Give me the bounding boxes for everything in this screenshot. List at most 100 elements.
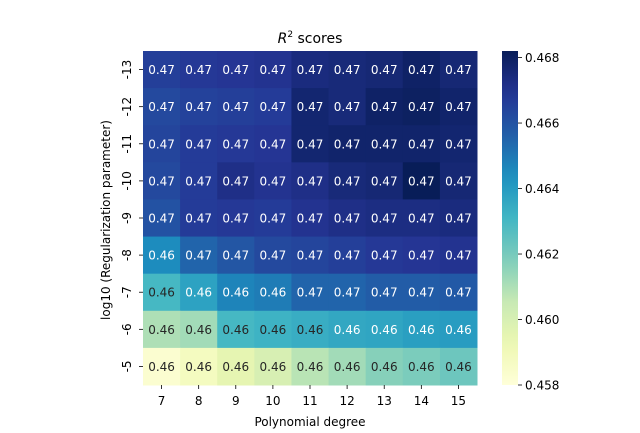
cell-value-label: 0.47 <box>408 137 435 151</box>
cell-value-label: 0.47 <box>185 63 212 77</box>
cell-value-label: 0.47 <box>445 174 472 188</box>
colorbar-tick-label: 0.468 <box>525 51 559 65</box>
heatmap-cell <box>402 310 441 349</box>
heatmap-cell <box>365 51 404 89</box>
heatmap-cell <box>217 199 255 238</box>
heatmap-cell <box>402 347 441 386</box>
cell-value-label: 0.46 <box>297 323 324 337</box>
cell-value-label: 0.46 <box>185 360 212 374</box>
heatmap-cell <box>439 310 478 349</box>
heatmap-cell <box>180 88 218 126</box>
y-tick-label: -8 <box>120 249 134 261</box>
cell-value-label: 0.46 <box>222 360 249 374</box>
cell-value-label: 0.47 <box>260 100 287 114</box>
cell-value-label: 0.47 <box>148 174 175 188</box>
heatmap-cell <box>180 310 218 349</box>
cell-value-label: 0.47 <box>371 249 398 263</box>
heatmap-cell <box>291 273 330 312</box>
cell-value-label: 0.47 <box>371 100 398 114</box>
heatmap-cell <box>365 236 404 275</box>
heatmap-cell <box>365 125 404 163</box>
colorbar-tick-label: 0.464 <box>525 182 559 196</box>
heatmap-cell <box>291 310 330 349</box>
colorbar: 0.458 0.460 0.462 0.464 0.466 0.468 <box>502 51 559 393</box>
cell-value-label: 0.47 <box>408 63 435 77</box>
colorbar-tick-label: 0.460 <box>525 313 559 327</box>
cell-value-label: 0.46 <box>334 360 361 374</box>
cell-value-label: 0.46 <box>148 360 175 374</box>
heatmap-cell <box>402 199 441 238</box>
cell-value-label: 0.47 <box>445 212 472 226</box>
heatmap-cell <box>328 51 367 89</box>
x-tick-label: 14 <box>414 394 429 408</box>
colorbar-tick-label: 0.466 <box>525 117 559 131</box>
cell-value-label: 0.47 <box>222 100 249 114</box>
y-tick-label: -7 <box>120 286 134 298</box>
heatmap-cell <box>328 347 367 386</box>
cell-value-label: 0.47 <box>260 249 287 263</box>
x-axis-label: Polynomial degree <box>254 415 365 429</box>
heatmap-cell <box>143 88 181 126</box>
heatmap-cell <box>291 125 330 163</box>
cell-value-label: 0.46 <box>148 323 175 337</box>
cell-value-label: 0.47 <box>297 212 324 226</box>
cell-value-label: 0.47 <box>445 286 472 300</box>
heatmap-cell <box>217 310 255 349</box>
cell-value-label: 0.47 <box>371 174 398 188</box>
cell-value-label: 0.46 <box>297 360 324 374</box>
cell-value-label: 0.46 <box>222 323 249 337</box>
x-tick-label: 15 <box>451 394 466 408</box>
x-tick-label: 8 <box>195 394 203 408</box>
cell-value-label: 0.46 <box>445 323 472 337</box>
heatmap-cell <box>217 347 255 386</box>
heatmap-cell <box>439 162 478 200</box>
cell-value-label: 0.47 <box>260 212 287 226</box>
heatmap-cell <box>439 273 478 312</box>
cell-value-label: 0.47 <box>148 212 175 226</box>
cell-value-label: 0.47 <box>297 286 324 300</box>
cell-value-label: 0.47 <box>334 137 361 151</box>
heatmap-cell <box>180 51 218 89</box>
cell-value-label: 0.47 <box>148 137 175 151</box>
cell-value-label: 0.47 <box>334 249 361 263</box>
heatmap-cell <box>291 236 330 275</box>
cell-value-label: 0.47 <box>185 212 212 226</box>
cell-value-label: 0.47 <box>148 100 175 114</box>
y-axis-label: log10 (Regularization parameter) <box>99 120 113 320</box>
heatmap-cell <box>439 236 478 275</box>
heatmap-cell <box>217 88 255 126</box>
heatmap-cell <box>328 88 367 126</box>
heatmap-cell <box>143 162 181 200</box>
heatmap-cell <box>402 236 441 275</box>
cell-value-label: 0.46 <box>334 323 361 337</box>
cell-value-label: 0.46 <box>260 360 287 374</box>
y-tick-label: -5 <box>120 360 134 372</box>
heatmap-cell <box>365 88 404 126</box>
cell-value-label: 0.47 <box>297 100 324 114</box>
heatmap-cell <box>143 310 181 349</box>
heatmap-cell <box>328 236 367 275</box>
cell-value-label: 0.46 <box>148 286 175 300</box>
cell-value-label: 0.47 <box>371 212 398 226</box>
heatmap-cell <box>143 199 181 238</box>
heatmap-cell <box>291 347 330 386</box>
heatmap-cell <box>402 273 441 312</box>
x-axis-ticks: 7 8 9 10 11 12 13 14 15 <box>158 385 466 408</box>
cell-value-label: 0.47 <box>334 63 361 77</box>
heatmap-cell <box>254 125 292 163</box>
y-axis-ticks: -13 -12 -11 -10 -9 -8 -7 -6 -5 <box>120 60 143 372</box>
heatmap-cell <box>328 125 367 163</box>
heatmap-cell <box>254 347 292 386</box>
cell-value-label: 0.47 <box>222 249 249 263</box>
cell-value-label: 0.47 <box>297 174 324 188</box>
heatmap-cell <box>180 347 218 386</box>
heatmap-cell <box>143 273 181 312</box>
cell-value-label: 0.47 <box>185 137 212 151</box>
cell-value-label: 0.47 <box>408 212 435 226</box>
heatmap-cell <box>439 88 478 126</box>
cell-value-label: 0.47 <box>334 212 361 226</box>
cell-value-label: 0.47 <box>334 100 361 114</box>
heatmap-cell <box>365 273 404 312</box>
x-tick-label: 10 <box>265 394 280 408</box>
